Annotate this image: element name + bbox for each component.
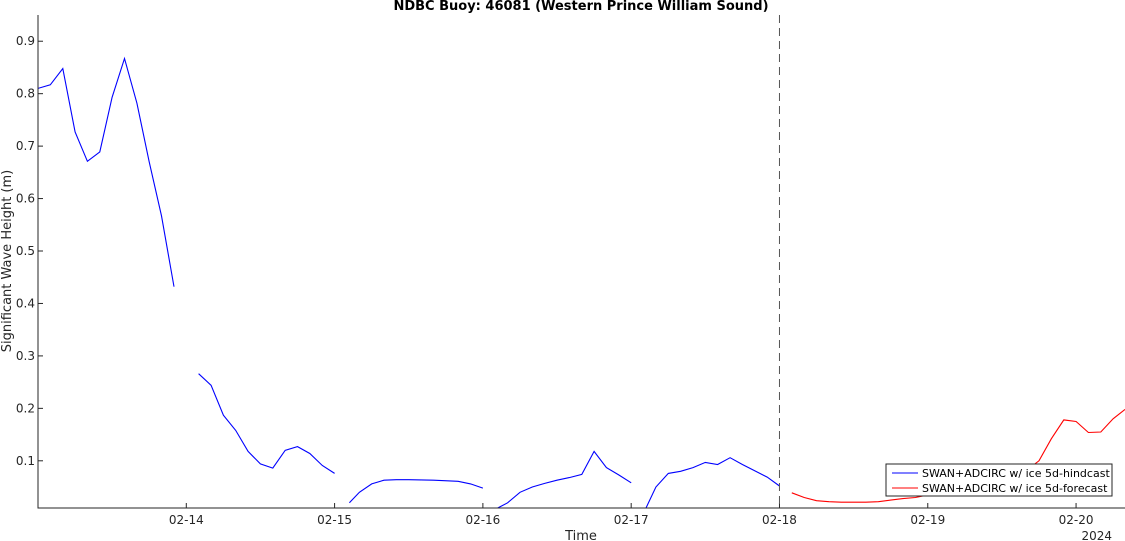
- y-tick-label: 0.2: [16, 401, 35, 415]
- x-tick-label: 02-19: [910, 513, 945, 527]
- y-tick-label: 0.5: [16, 244, 35, 258]
- legend-box: [885, 463, 1113, 497]
- x-axis: 02-14 02-15 02-16 02-17 02-18 02-19 02-20: [169, 503, 1094, 527]
- plot-area: [38, 15, 1125, 508]
- plot-frame: [37, 15, 1125, 509]
- series-line-segment: [198, 373, 335, 474]
- x-axis-year-label: 2024: [1081, 529, 1112, 541]
- y-tick-label: 0.7: [16, 139, 35, 153]
- y-tick-label: 0.6: [16, 192, 35, 206]
- series-line-segment: [497, 450, 632, 508]
- x-tick-label: 02-18: [762, 513, 797, 527]
- y-tick-label: 0.8: [16, 87, 35, 101]
- legend-label-forecast: SWAN+ADCIRC w/ ice 5d-forecast: [922, 482, 1108, 495]
- x-tick-label: 02-14: [169, 513, 204, 527]
- y-axis: 0.1 0.2 0.3 0.4 0.5 0.6 0.7 0.8 0.9: [16, 34, 43, 468]
- x-tick-label: 02-15: [317, 513, 352, 527]
- series-hindcast: [38, 56, 780, 508]
- series-line-segment: [349, 479, 484, 504]
- chart-title: NDBC Buoy: 46081 (Western Prince William…: [393, 0, 768, 14]
- x-tick-label: 02-16: [465, 513, 500, 527]
- y-axis-label: Significant Wave Height (m): [0, 170, 15, 352]
- x-tick-label: 02-17: [614, 513, 649, 527]
- legend: SWAN+ADCIRC w/ ice 5d-hindcast SWAN+ADCI…: [885, 463, 1113, 497]
- y-tick-label: 0.3: [16, 349, 35, 363]
- series-line-segment: [38, 56, 175, 287]
- y-tick-label: 0.9: [16, 34, 35, 48]
- y-tick-label: 0.4: [16, 296, 35, 310]
- x-axis-label: Time: [564, 529, 597, 541]
- y-tick-label: 0.1: [16, 454, 35, 468]
- legend-label-hindcast: SWAN+ADCIRC w/ ice 5d-hindcast: [922, 467, 1110, 480]
- x-tick-label: 02-20: [1059, 513, 1094, 527]
- series-line-segment: [645, 457, 780, 508]
